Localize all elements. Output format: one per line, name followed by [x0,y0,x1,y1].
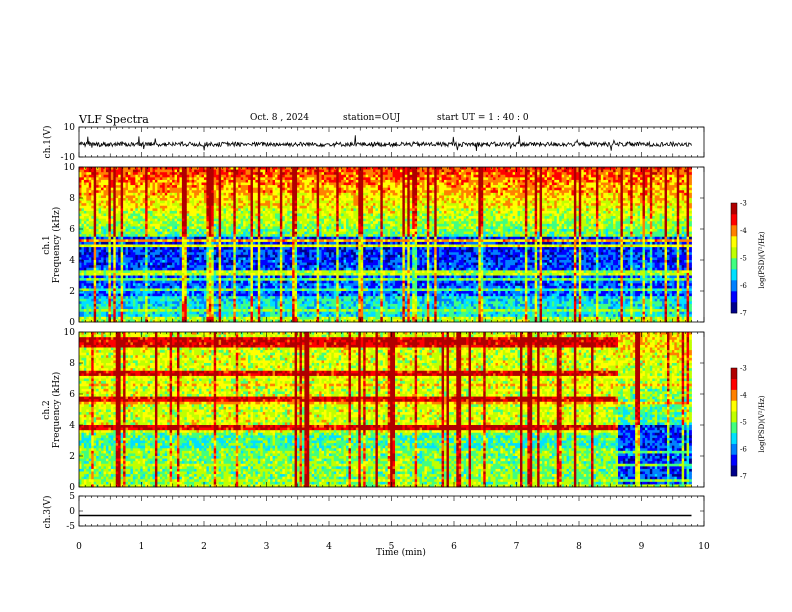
y-tick-label: 4 [69,421,75,431]
figure-title: VLF Spectra [79,113,149,126]
x-tick-label: 2 [201,542,207,552]
ch1-spectrogram-ylabel: ch.1 Frequency (kHz) [42,207,62,284]
y-tick-label: -5 [66,522,75,532]
x-tick-label: 8 [576,542,582,552]
colorbar-segment [731,291,737,303]
ch1-waveform-ylabel: ch.1(V) [43,126,53,159]
y-tick-label: 0 [69,318,75,328]
colorbar-tick-label: -6 [740,446,747,454]
colorbar-tick-label: -4 [740,227,747,235]
colorbar-segment [731,443,737,455]
y-tick-label: 0 [69,507,75,517]
colorbar-segment [731,225,737,237]
colorbar-tick-label: -3 [740,365,747,373]
station-label: station=OUJ [343,113,400,123]
y-tick-label: 10 [64,328,76,338]
ch1-colorbar-label: log(PSD)(V²/Hz) [758,232,766,289]
colorbar-tick-label: -5 [740,255,747,263]
ch2-colorbar-label: log(PSD)(V²/Hz) [758,396,766,453]
y-tick-label: 8 [69,194,75,204]
x-tick-label: 10 [698,542,710,552]
x-tick-label: 9 [639,542,645,552]
colorbar-segment [731,214,737,226]
y-tick-label: 10 [64,123,76,133]
ch1-waveform-trace [78,135,692,152]
date-label: Oct. 8 , 2024 [250,113,309,123]
colorbar-segment [731,203,737,215]
y-tick-label: -10 [61,153,76,163]
colorbar-tick-label: -7 [740,310,747,318]
ch1-spectrogram [79,167,692,323]
y-tick-label: 6 [69,390,75,400]
colorbar-segment [731,280,737,292]
x-axis-label: Time (min) [376,548,426,558]
start-time-label: start UT = 1 : 40 : 0 [437,113,529,123]
x-tick-label: 3 [264,542,270,552]
colorbar-segment [731,400,737,412]
colorbar-segment [731,411,737,423]
y-tick-label: 0 [69,483,75,493]
x-tick-label: 7 [514,542,520,552]
x-tick-label: 5 [389,542,395,552]
y-tick-label: 5 [69,492,75,502]
colorbar-segment [731,432,737,444]
x-tick-label: 6 [451,542,457,552]
colorbar-segment [731,422,737,434]
colorbar-tick-label: -3 [740,200,747,208]
colorbar-tick-label: -4 [740,392,747,400]
x-tick-label: 1 [139,542,145,552]
colorbar-segment [731,454,737,466]
colorbar-segment [731,269,737,281]
colorbar-tick-label: -5 [740,419,747,427]
colorbar-segment [731,465,737,477]
y-tick-label: 2 [69,452,75,462]
colorbar-frame [730,202,738,314]
y-tick-label: 6 [69,225,75,235]
y-tick-label: 2 [69,287,75,297]
colorbar-segment [731,258,737,270]
colorbar-tick-label: -7 [740,473,747,481]
colorbar-segment [731,378,737,390]
colorbar-segment [731,247,737,259]
colorbar-tick-label: -6 [740,282,747,290]
y-tick-label: 8 [69,359,75,369]
y-tick-label: 4 [69,256,75,266]
x-tick-label: 0 [76,542,82,552]
colorbar-segment [731,302,737,314]
ch2-spectrogram-ylabel: ch.2 Frequency (kHz) [42,372,62,449]
y-tick-label: 10 [64,163,76,173]
x-tick-label: 4 [326,542,332,552]
colorbar-segment [731,368,737,380]
ch2-spectrogram [79,332,692,488]
colorbar-segment [731,389,737,401]
colorbar-segment [731,236,737,248]
ch3-waveform-ylabel: ch.3(V) [43,496,53,529]
colorbar-frame [730,367,738,477]
